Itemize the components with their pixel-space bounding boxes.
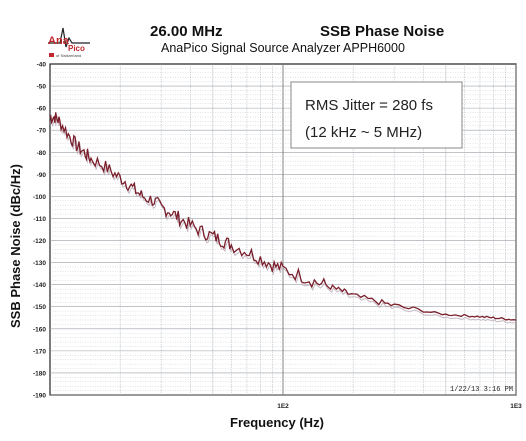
frequency-label: 26.00 MHz [150,23,223,40]
y-axis-label: SSB Phase Noise (dBc/Hz) [8,164,23,328]
x-axis-label: Frequency (Hz) [230,415,324,430]
y-tick-label: -90 [37,172,47,179]
trace-group [49,112,518,324]
x-tick-labels: 1E21E31E41E51E6 [277,403,522,410]
x-tick-label: 1E2 [277,403,289,410]
y-tick-label: -80 [37,150,47,157]
phase-noise-line [49,112,517,321]
y-tick-label: -50 [37,84,47,91]
annotation-box [290,81,463,149]
rms-jitter-box: RMS Jitter = 280 fs (12 kHz ~ 5 MHz) [290,81,463,149]
x-tick-label: 1E3 [510,403,522,410]
chart-subtitle: AnaPico Signal Source Analyzer APPH6000 [161,41,405,55]
logo-waveform-icon [48,27,90,48]
chart-title: SSB Phase Noise [320,23,444,40]
y-tick-label: -130 [33,260,46,267]
y-tick-label: -170 [33,348,46,355]
y-tick-label: -40 [37,62,47,69]
logo-flag-icon [49,53,54,57]
y-tick-label: -190 [33,393,46,400]
y-tick-label: -100 [33,194,46,201]
y-tick-label: -60 [37,106,47,113]
y-tick-labels: -40 -50 -60 -70 -80 -90 -100 -110 -120 -130 -140 -1… [33,62,46,400]
plot-grid [50,64,517,396]
timestamp: 1/22/13 3:16 PM [450,386,513,394]
y-tick-label: -150 [33,304,46,311]
annotation-line-1: RMS Jitter = 280 fs [305,97,433,114]
y-tick-label: -160 [33,326,46,333]
y-tick-label: -180 [33,370,46,377]
y-tick-label: -120 [33,238,46,245]
y-tick-label: -110 [33,216,46,223]
y-tick-label: -140 [33,282,46,289]
logo-brand-bottom: Pico [68,44,85,53]
logo-tagline: of Switzerland [56,53,81,58]
y-tick-label: -70 [37,128,47,135]
logo-brand-top: Ana [48,35,70,47]
anapico-logo: Ana Pico of Switzerland [48,27,90,58]
annotation-line-2: (12 kHz ~ 5 MHz) [305,124,422,141]
trace-shadow-line [50,115,518,324]
